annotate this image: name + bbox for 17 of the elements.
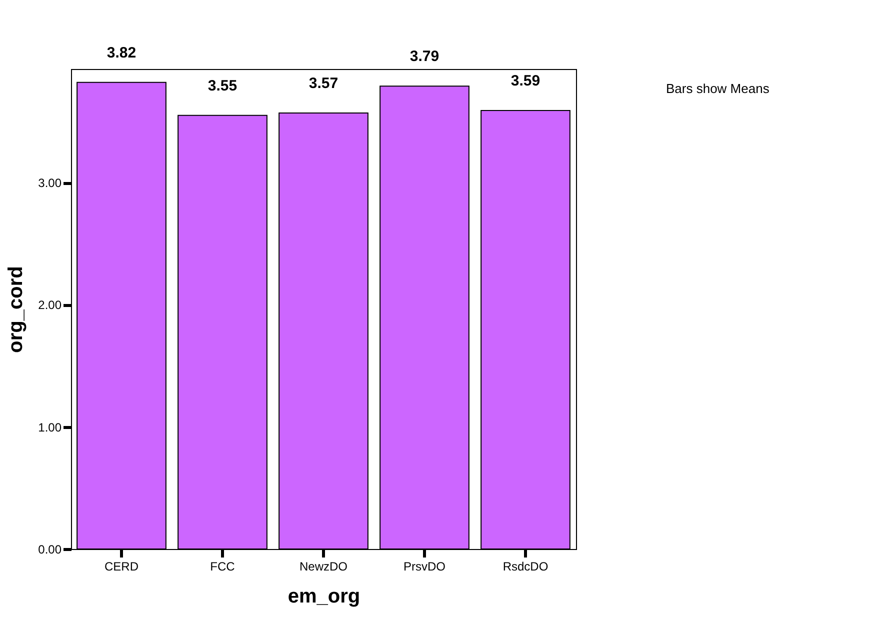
x-axis-title: em_org (288, 586, 360, 608)
data-label: 3.59 (510, 72, 540, 90)
data-label: 3.57 (308, 74, 338, 92)
data-label: 3.82 (106, 44, 136, 62)
y-tick-label: 1.00 (38, 420, 62, 434)
data-label: 3.79 (410, 48, 440, 66)
x-tick-label: NewzDO (299, 560, 348, 574)
x-tick-label: PrsvDO (404, 560, 446, 574)
y-tick-label: 2.00 (38, 298, 62, 312)
x-tick-label: RsdcDO (502, 560, 548, 574)
y-tick-label: 3.00 (38, 176, 62, 190)
text: Bars show Means (666, 81, 770, 96)
data-label: 3.55 (208, 77, 238, 94)
x-tick-label: FCC (210, 560, 236, 574)
y-axis-title: org_cord (5, 266, 28, 353)
y-tick-label: 0.00 (38, 542, 62, 556)
x-tick-label: CERD (104, 560, 139, 574)
